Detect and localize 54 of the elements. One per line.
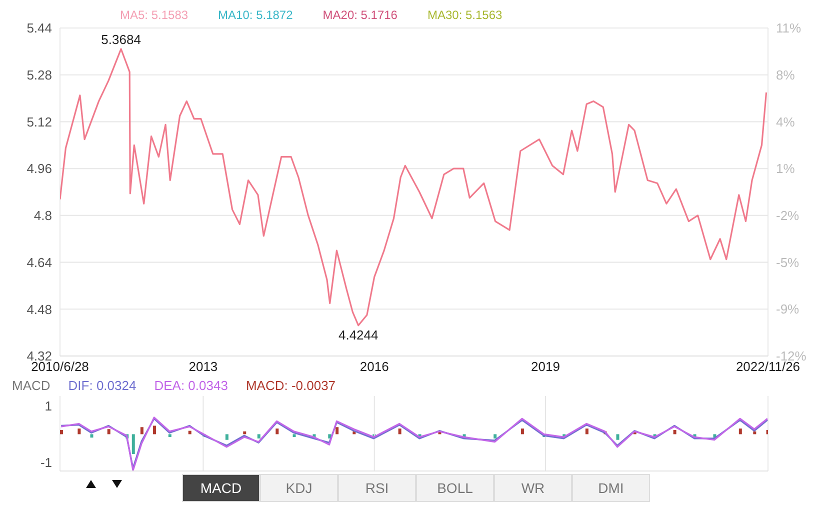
bar <box>140 427 144 434</box>
x-tick-label: 2013 <box>188 359 218 374</box>
text: MA20: 5.1716 <box>322 8 398 22</box>
bar <box>585 428 588 434</box>
bar <box>132 434 135 454</box>
tab-bar: MACD KDJ RSI BOLL WR DMI <box>66 474 650 502</box>
text: MA10: 5.1872 <box>218 8 293 22</box>
y2-tick-label: -5% <box>776 254 800 270</box>
bar <box>398 428 402 434</box>
bar <box>276 428 279 434</box>
y-tick-label: -1 <box>40 455 52 470</box>
bar <box>152 426 156 434</box>
y2-tick-label: -2% <box>776 208 800 224</box>
annotation: 4.4244 <box>338 328 378 343</box>
y-tick-label: 4.96 <box>26 161 52 176</box>
bar <box>738 428 742 434</box>
bar <box>168 434 172 438</box>
y-tick-label: 5.28 <box>26 67 52 82</box>
bar <box>90 434 94 438</box>
y2-tick-label: 4% <box>776 114 796 130</box>
y-tick-label: 4.8 <box>34 208 52 224</box>
bar <box>225 434 228 440</box>
text: MA5: 5.1583 <box>120 8 188 22</box>
bar <box>107 429 110 434</box>
bar <box>257 434 260 438</box>
series-label: DEA: 0.0343 <box>154 378 228 393</box>
x-tick-label: 2016 <box>360 359 389 374</box>
bar <box>616 434 620 440</box>
x-tick-label: 2022/11/26 <box>736 359 800 374</box>
text: MA30: 5.1563 <box>427 8 502 22</box>
y-tick-label: 5.12 <box>26 114 52 130</box>
bar <box>494 434 497 438</box>
bar <box>292 434 296 438</box>
y2-tick-label: 1% <box>776 161 796 176</box>
y2-tick-label: -9% <box>776 302 800 317</box>
bar <box>713 434 716 438</box>
y2-tick-label: 8% <box>776 67 796 82</box>
bar <box>673 430 676 434</box>
y2-tick-label: 11% <box>776 20 802 36</box>
chart-title: MACD <box>12 378 50 393</box>
y-tick-label: 1 <box>44 398 52 414</box>
bar <box>78 428 81 434</box>
bar <box>60 430 64 434</box>
y-tick-label: 4.48 <box>26 302 52 317</box>
x-tick-label: 2019 <box>531 359 560 374</box>
y-tick-label: 5.44 <box>26 20 52 36</box>
text: DIF: 0.0324 <box>68 378 136 393</box>
bar <box>336 427 339 434</box>
y-tick-label: 4.64 <box>26 254 52 270</box>
text: MACD: -0.0037 <box>246 378 336 393</box>
annotation: 5.3684 <box>101 32 141 47</box>
bar <box>520 428 524 434</box>
x-tick-label: 2010/6/28 <box>31 359 89 374</box>
line-series <box>60 48 768 326</box>
